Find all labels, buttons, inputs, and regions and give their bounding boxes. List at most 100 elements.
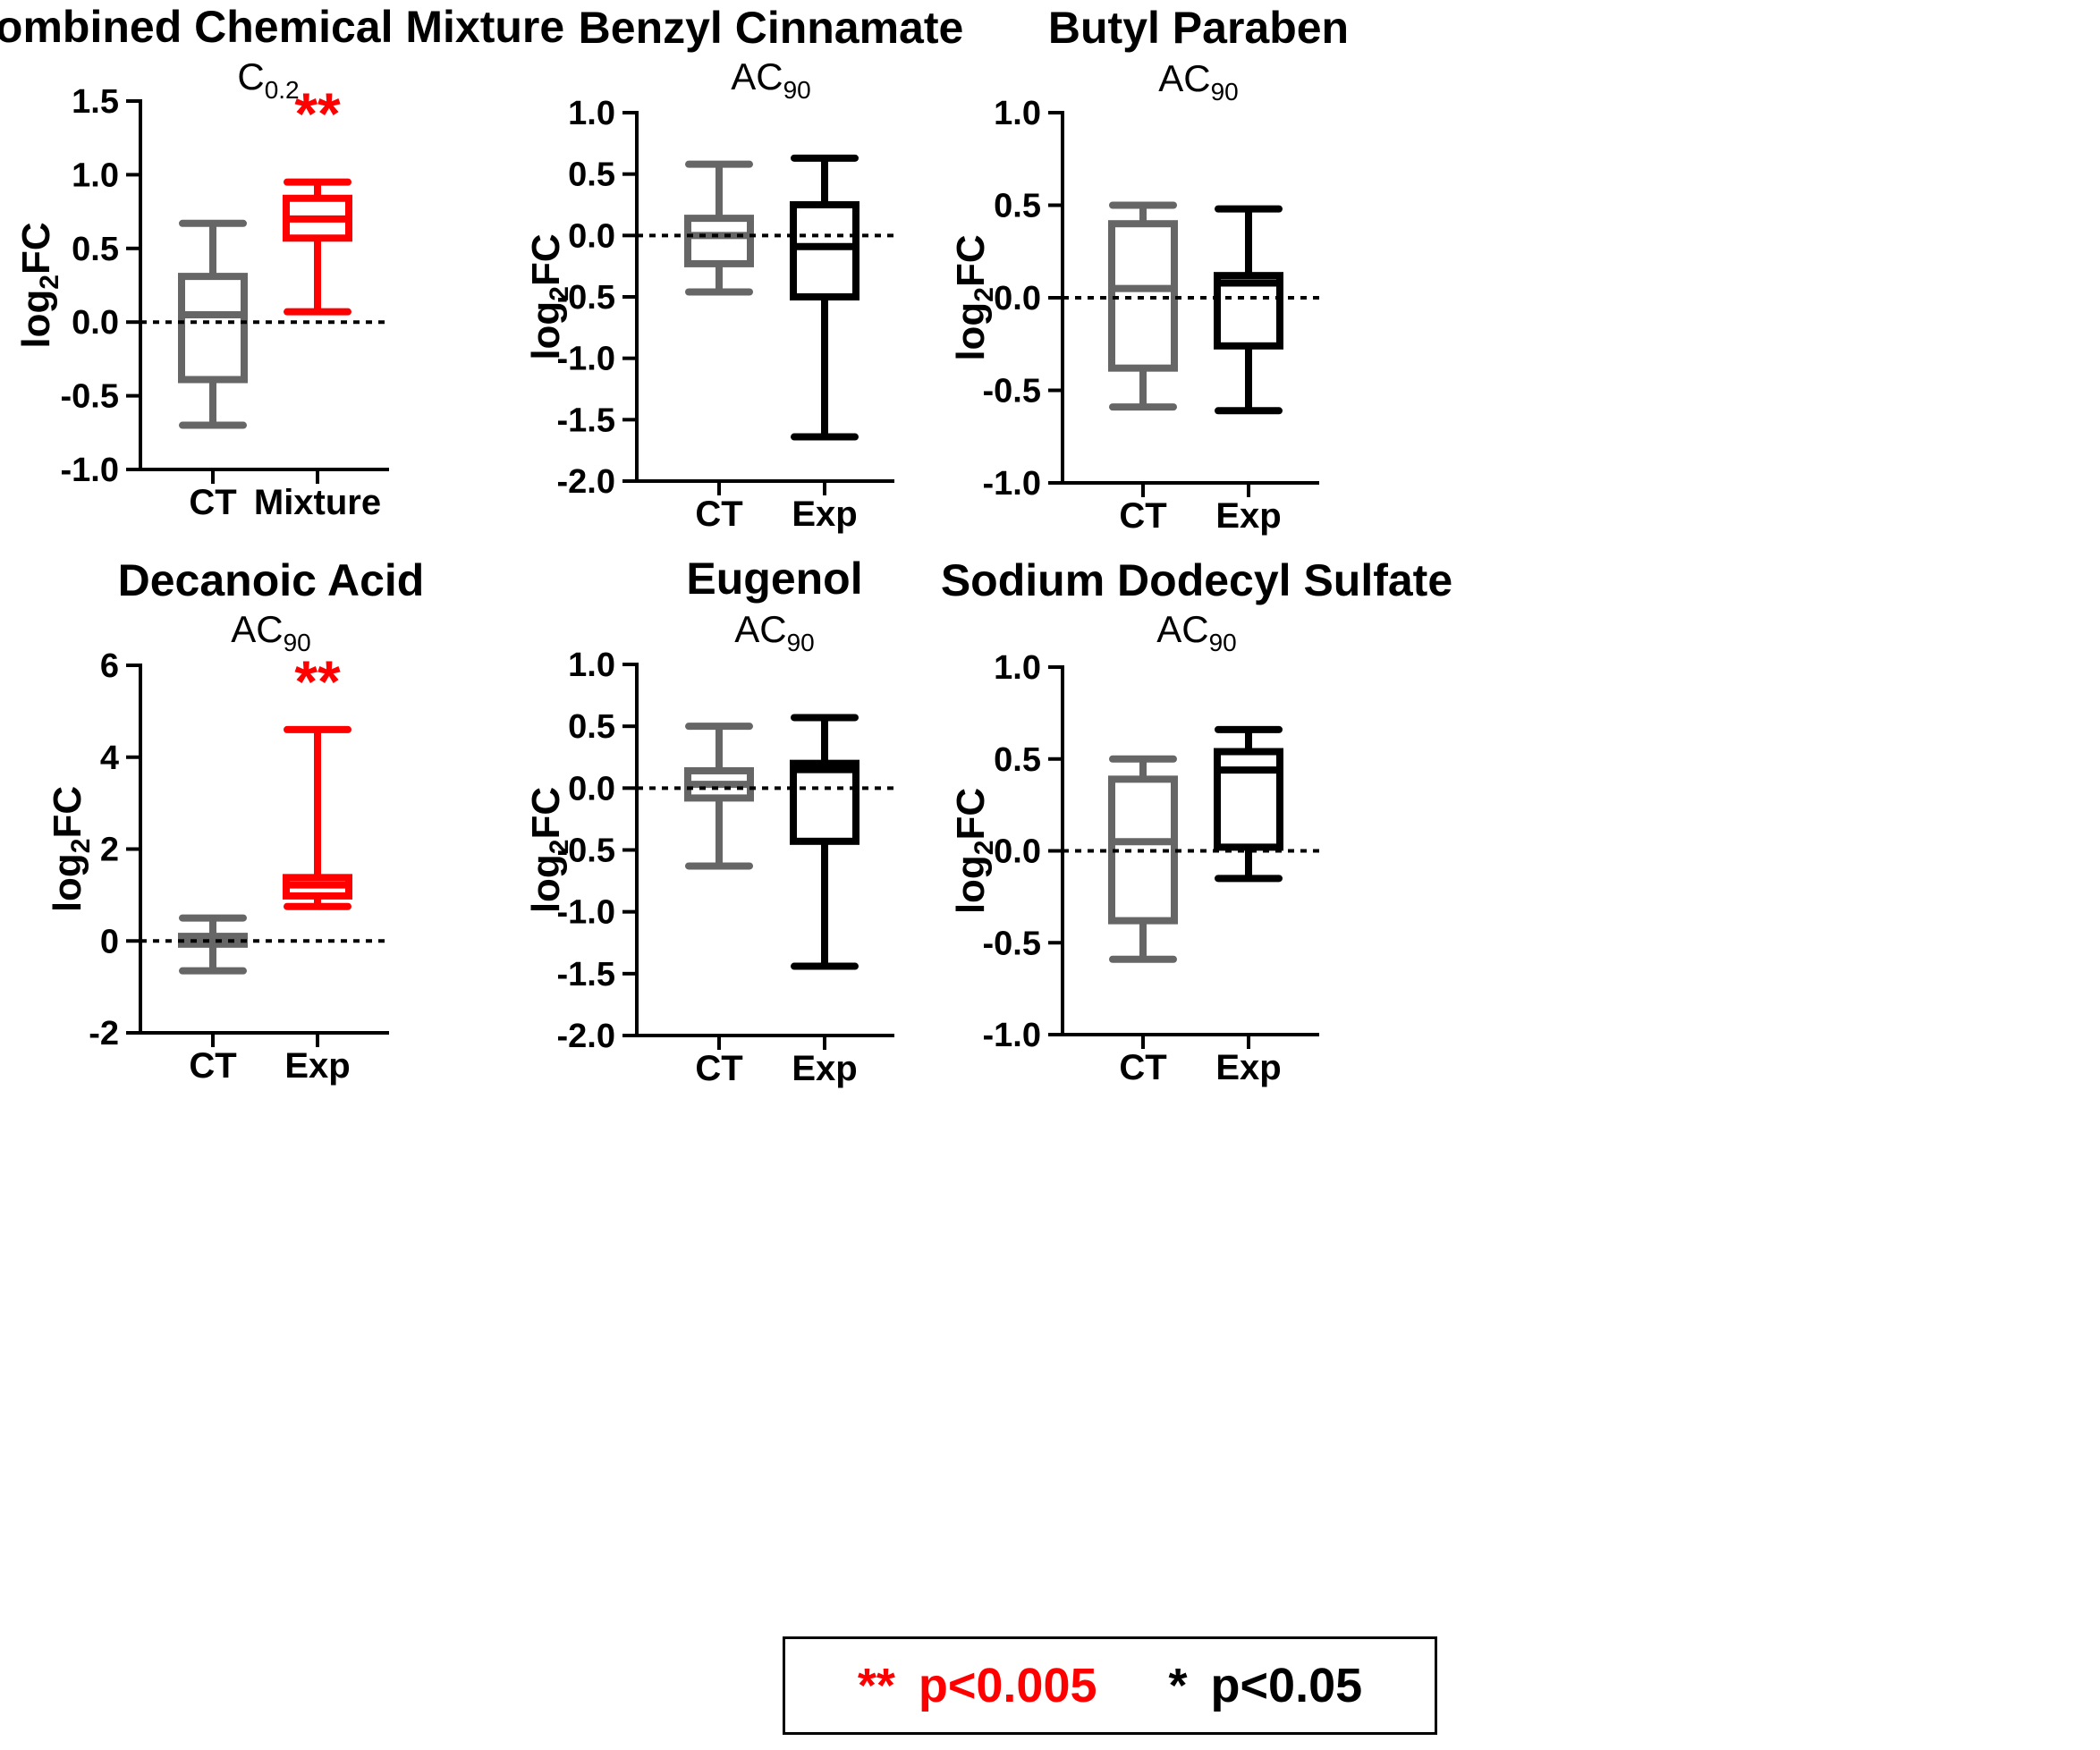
- y-axis-label-log: log: [524, 301, 568, 360]
- y-tick-label: 0: [100, 923, 119, 960]
- y-axis-label-fc: FC: [524, 233, 568, 286]
- significance-marker: **: [294, 80, 341, 147]
- panel-title: Sodium Dodecyl Sulfate: [941, 555, 1452, 605]
- y-axis-label-subscript: 2: [35, 275, 64, 290]
- y-tick-label: 2: [100, 832, 119, 869]
- y-axis-label-log: log: [46, 853, 89, 912]
- y-tick-label: -0.5: [61, 378, 119, 416]
- iqr-box: [1108, 220, 1178, 372]
- y-axis-label: log2FC: [46, 786, 96, 912]
- legend-symbol: *: [1168, 1659, 1188, 1712]
- y-tick-label: 1.0: [568, 95, 615, 132]
- y-axis-label-subscript: 2: [66, 838, 96, 853]
- y-tick-label: 1.0: [568, 647, 615, 684]
- y-axis-label-log: log: [949, 855, 993, 914]
- iqr-box: [178, 273, 248, 384]
- box-exp: [790, 714, 859, 970]
- y-tick-label: -2.0: [557, 1018, 615, 1055]
- y-axis-label-fc: FC: [949, 234, 993, 287]
- x-category-label: Exp: [792, 1049, 857, 1088]
- y-tick-label: 6: [100, 647, 119, 685]
- panel-title: Benzyl Cinnamate: [579, 3, 964, 53]
- y-tick-label: 0.0: [568, 770, 615, 807]
- box-exp: [1214, 205, 1283, 415]
- y-tick-label: 0.5: [994, 741, 1041, 779]
- y-tick-label: -1.0: [557, 894, 615, 932]
- box-exp: [1214, 725, 1283, 883]
- x-category-label: CT: [1119, 1048, 1166, 1087]
- y-tick-label: 1.5: [72, 83, 119, 121]
- y-axis-label-subscript: 2: [970, 840, 999, 855]
- y-axis-label-log: log: [524, 854, 568, 913]
- panel-title: Decanoic Acid: [118, 555, 425, 605]
- legend-symbol: **: [857, 1659, 895, 1712]
- y-tick-label: 0.5: [568, 708, 615, 746]
- x-category-label: CT: [1119, 496, 1166, 536]
- panel-subtitle-subscript: 90: [783, 76, 811, 104]
- y-tick-label: 0.5: [568, 156, 615, 194]
- y-tick-label: -1.5: [557, 402, 615, 439]
- panel-title: Combined Chemical Mixture: [0, 2, 564, 52]
- y-axis-label-fc: FC: [14, 222, 58, 275]
- legend-label: p<0.05: [1210, 1659, 1363, 1712]
- y-axis-label-fc: FC: [949, 788, 993, 841]
- box-mixture: **: [283, 80, 352, 316]
- panel-subtitle: AC90: [231, 608, 311, 656]
- box-ct: [684, 160, 754, 296]
- y-axis-label-subscript: 2: [545, 839, 574, 854]
- y-tick-label: 1.0: [72, 156, 119, 194]
- y-tick-label: -1.0: [61, 452, 119, 489]
- legend-label: p<0.005: [918, 1659, 1097, 1712]
- box-ct: [1108, 201, 1178, 411]
- significance-marker: **: [294, 648, 341, 714]
- y-tick-label: 1.0: [994, 649, 1041, 687]
- box-exp: **: [283, 648, 352, 910]
- y-tick-label: -2: [89, 1015, 119, 1053]
- y-tick-label: 1.0: [994, 95, 1041, 132]
- box-ct: [1108, 755, 1178, 963]
- x-category-label: Exp: [792, 495, 857, 534]
- x-category-label: Exp: [1215, 496, 1281, 536]
- y-axis-label-fc: FC: [46, 786, 89, 839]
- panel-subtitle-subscript: 90: [1211, 78, 1239, 106]
- y-tick-label: -0.5: [557, 279, 615, 317]
- y-axis-label: log2FC: [524, 233, 574, 359]
- box-ct: [178, 914, 248, 975]
- y-axis-label-subscript: 2: [970, 287, 999, 302]
- y-axis-label-log: log: [949, 302, 993, 361]
- panel-title: Butyl Paraben: [1048, 3, 1349, 53]
- box-ct: [178, 219, 248, 429]
- box-ct: [684, 723, 754, 870]
- y-axis-label: log2FC: [14, 222, 64, 348]
- iqr-box: [790, 759, 859, 845]
- y-tick-label: -1.0: [557, 341, 615, 378]
- panel-subtitle-subscript: 90: [1209, 629, 1237, 656]
- x-category-label: CT: [695, 1049, 742, 1088]
- box-exp: [790, 154, 859, 441]
- significance-legend: ** p<0.005 * p<0.05: [783, 1636, 1437, 1735]
- y-axis-label: log2FC: [949, 788, 999, 914]
- iqr-box: [1214, 272, 1283, 350]
- legend-item-p05: * p<0.05: [1169, 1658, 1363, 1713]
- panel-subtitle-subscript: 90: [284, 629, 311, 656]
- iqr-box: [684, 215, 754, 267]
- panel-title: Eugenol: [686, 554, 862, 604]
- y-tick-label: 4: [100, 740, 119, 777]
- panel-subtitle: AC90: [1156, 608, 1237, 656]
- y-tick-label: -0.5: [557, 833, 615, 870]
- y-tick-label: 0.5: [72, 231, 119, 268]
- x-category-label: CT: [695, 495, 742, 534]
- y-tick-label: 0.0: [568, 217, 615, 255]
- x-category-label: Mixture: [254, 483, 381, 522]
- y-axis-label: log2FC: [949, 234, 999, 360]
- x-category-label: CT: [189, 483, 236, 522]
- y-axis-label: log2FC: [524, 787, 574, 913]
- y-axis-label-subscript: 2: [545, 286, 574, 301]
- y-axis-label-fc: FC: [524, 787, 568, 840]
